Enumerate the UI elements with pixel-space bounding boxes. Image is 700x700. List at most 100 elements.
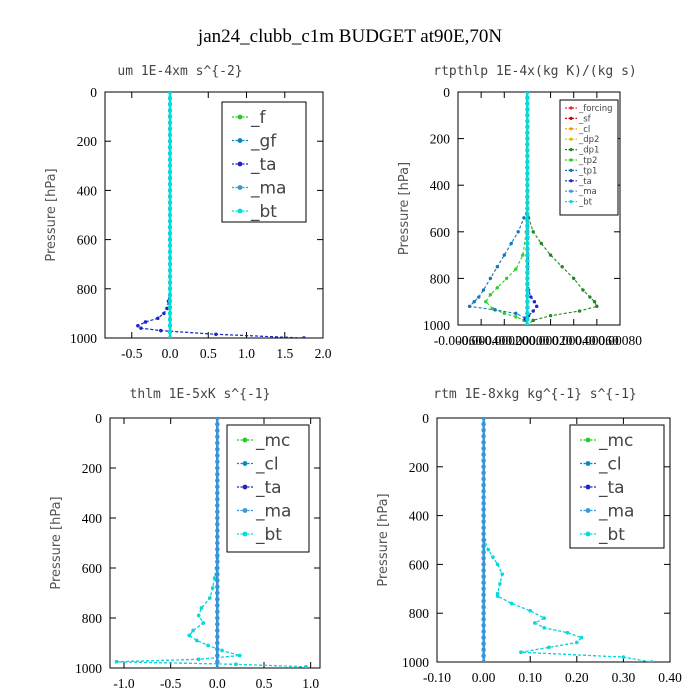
data-point (210, 586, 215, 590)
y-tick-label: 1000 (70, 331, 97, 346)
plot-area (114, 418, 308, 668)
data-point (525, 247, 530, 252)
data-point (167, 102, 173, 107)
x-tick-label: 0.0 (209, 676, 226, 691)
data-point (208, 596, 212, 600)
data-point (139, 326, 143, 330)
legend-label: _bt (250, 202, 277, 222)
data-point (488, 293, 493, 297)
data-point (167, 145, 173, 150)
data-point (548, 253, 553, 257)
data-point (167, 194, 173, 199)
data-point (488, 276, 493, 281)
panel-title: thlm 1E-5xK s^{-1} (130, 387, 271, 402)
data-point (215, 603, 220, 608)
data-point (495, 286, 500, 290)
data-point (167, 305, 173, 310)
legend-label: _dp2 (578, 135, 599, 145)
data-point (531, 309, 535, 313)
data-point (167, 225, 173, 230)
data-point (215, 597, 220, 602)
data-point (191, 628, 195, 633)
legend-marker (569, 116, 573, 120)
chart-panel-2: rtpthlp 1E-4x(kg K)/(kg s) 0 200 400 600 800 1… (397, 64, 642, 348)
data-point (521, 253, 525, 257)
data-point (167, 182, 173, 187)
y-axis-label: Pressure [hPa] (397, 162, 412, 255)
data-point (525, 264, 530, 269)
data-point (167, 114, 173, 119)
data-point (525, 92, 530, 95)
data-point (481, 617, 486, 622)
data-point (215, 565, 220, 571)
data-point (481, 623, 486, 628)
legend-label: _ta (578, 177, 592, 187)
legend-label: _forcing (578, 104, 613, 114)
data-point (542, 616, 546, 620)
data-point (215, 653, 220, 658)
x-tick-label: 0.20 (565, 670, 589, 685)
data-point (195, 638, 199, 643)
y-tick-label: 400 (409, 509, 430, 524)
data-point (525, 305, 530, 310)
data-point (215, 622, 220, 627)
data-point (167, 206, 173, 211)
legend: _forcing_sf_cl_dp2_dp1_tp2_tp1_ta_ma_bt (559, 99, 619, 216)
data-point (167, 255, 173, 261)
chart-panel-1: um 1E-4xm s^{-2} 0 200 400 600 800 1000 -0.5 0.0… (44, 64, 332, 361)
y-tick-label: 600 (82, 561, 103, 576)
data-point (481, 470, 486, 475)
y-tick-label: 1000 (402, 655, 429, 670)
data-point (525, 154, 530, 159)
legend-label: _tp1 (578, 166, 597, 176)
data-point (522, 216, 526, 220)
data-point (621, 655, 626, 659)
data-point (481, 586, 486, 591)
data-point (136, 324, 140, 328)
data-point (491, 555, 495, 559)
data-point (581, 288, 585, 292)
data-point (525, 299, 530, 304)
data-point (525, 282, 530, 287)
data-point (525, 258, 530, 263)
x-tick-label: 0.40 (658, 670, 682, 685)
data-point (481, 428, 486, 433)
legend-marker (237, 138, 243, 143)
data-point (215, 497, 220, 502)
x-tick-label: 0.00000 (505, 333, 549, 348)
data-point (167, 157, 173, 162)
legend-marker (242, 531, 248, 537)
data-point (493, 308, 497, 312)
chart-panel-3: thlm 1E-5xK s^{-1} 0 200 400 600 800 1000 -1.0 -… (49, 387, 321, 691)
data-point (495, 591, 500, 596)
legend-label: _cl (598, 455, 622, 475)
data-point (516, 230, 520, 234)
data-point (649, 660, 654, 662)
data-point (201, 621, 206, 625)
data-point (167, 249, 173, 254)
legend-box (221, 101, 307, 223)
data-point (525, 165, 530, 170)
data-point (481, 659, 486, 662)
legend-marker (242, 437, 248, 443)
data-point (156, 316, 160, 321)
x-tick-label: 0.30 (612, 670, 636, 685)
data-point (167, 139, 173, 144)
data-point (167, 108, 173, 113)
data-point (215, 447, 220, 452)
legend-marker (237, 161, 243, 167)
data-point (481, 422, 486, 427)
data-point (498, 582, 502, 586)
data-point (215, 628, 220, 633)
data-point (167, 323, 173, 328)
data-point (533, 621, 537, 625)
data-point (525, 159, 530, 164)
data-point (167, 299, 173, 304)
series-line-dp1 (526, 92, 598, 325)
data-point (481, 598, 486, 604)
data-point (528, 609, 532, 613)
legend-marker (569, 148, 573, 152)
data-point (167, 176, 173, 181)
data-point (215, 434, 220, 439)
data-point (525, 95, 530, 100)
